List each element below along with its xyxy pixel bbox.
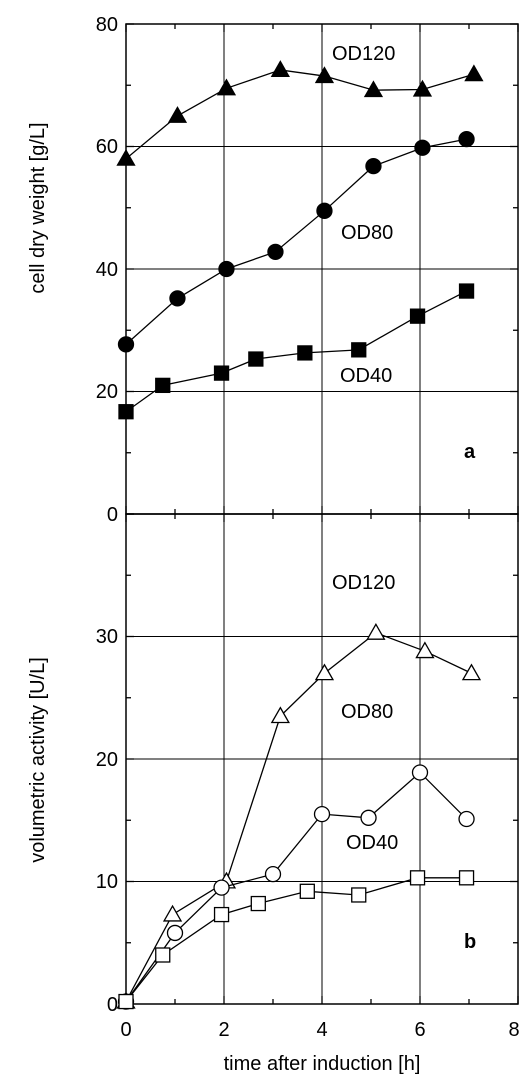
data-point-od80-a [458, 130, 475, 148]
data-point-od40-b [458, 870, 475, 886]
data-point-od80-a [117, 336, 135, 353]
data-point-od120-a [314, 66, 335, 84]
panel-letter-a: a [464, 441, 476, 463]
data-point-od120-b [415, 641, 435, 659]
y-tick-label-b-20: 20 [96, 749, 118, 771]
x-axis-title: time after induction [h] [224, 1053, 421, 1075]
data-point-od80-a [218, 260, 235, 278]
data-point-od80-b [360, 809, 377, 826]
data-point-od80-a [169, 290, 186, 307]
series-line-od40-a [125, 290, 467, 413]
x-tick-label-0: 0 [120, 1019, 131, 1041]
data-point-od120-a [412, 79, 433, 97]
panel-b-ticks [125, 513, 519, 1005]
data-point-od40-a [155, 377, 171, 394]
data-point-od40-b [299, 883, 315, 899]
data-point-od40-b [118, 993, 134, 1010]
data-point-od80-a [414, 139, 431, 156]
data-point-od40-a [118, 404, 134, 420]
data-point-od120-a [270, 60, 290, 77]
y-tick-label-a-60: 60 [96, 136, 118, 158]
panel-b-chart: 0 10 20 30 volumetric activity [U/L] OD1… [27, 513, 519, 1016]
x-tick-label-8: 8 [508, 1019, 519, 1041]
x-tick-label-6: 6 [414, 1019, 425, 1041]
y-tick-label-a-80: 80 [96, 14, 118, 36]
data-point-od40-a [213, 365, 230, 381]
data-point-od120-b [314, 663, 335, 681]
series-line-od120-a [125, 69, 475, 160]
x-tick-label-4: 4 [316, 1019, 327, 1041]
y-tick-label-b-30: 30 [96, 626, 118, 648]
label-od80-b: OD80 [341, 701, 393, 723]
panel-a-chart: 0 20 40 60 80 cell dry weight [g/L] OD12… [27, 14, 519, 526]
y-tick-label-a-0: 0 [107, 504, 118, 526]
data-point-od80-a [365, 157, 382, 175]
data-point-od40-a [248, 351, 264, 367]
data-point-od40-a [297, 345, 313, 361]
data-point-od40-a [458, 283, 475, 299]
panel-a-grid [126, 24, 518, 514]
data-point-od80-b [458, 810, 475, 828]
label-od80-a: OD80 [341, 222, 393, 244]
y-tick-label-a-40: 40 [96, 259, 118, 281]
data-point-od80-b [313, 805, 331, 823]
y-axis-title-b: volumetric activity [U/L] [27, 657, 49, 863]
panel-letter-b: b [464, 931, 476, 953]
panel-b-grid [126, 514, 518, 1004]
data-point-od120-a [216, 78, 237, 96]
data-point-od120-a [363, 80, 384, 98]
data-point-od80-b [264, 866, 282, 883]
data-point-od40-b [409, 870, 426, 886]
data-point-od80-b [166, 924, 184, 942]
y-axis-title-a: cell dry weight [g/L] [27, 122, 49, 293]
data-point-od40-b [155, 947, 171, 963]
y-tick-label-b-0: 0 [107, 994, 118, 1016]
data-point-od80-a [316, 202, 333, 219]
data-point-od40-b [250, 895, 266, 912]
x-tick-label-2: 2 [218, 1019, 229, 1041]
series-line-od40-b [125, 877, 467, 1002]
data-point-od120-a [464, 64, 484, 82]
label-od40-a: OD40 [340, 365, 392, 387]
data-point-od120-b [366, 623, 386, 640]
data-point-od80-a [267, 243, 284, 261]
y-tick-label-b-10: 10 [96, 871, 118, 893]
data-point-od40-a [351, 342, 367, 358]
data-point-od80-b [213, 879, 230, 896]
y-tick-label-a-20: 20 [96, 381, 118, 403]
panel-b-series [116, 623, 482, 1010]
data-point-od120-b [270, 706, 290, 724]
data-point-od80-b [411, 764, 429, 781]
label-od120-a: OD120 [332, 43, 395, 65]
label-od120-b: OD120 [332, 572, 395, 594]
label-od40-b: OD40 [346, 832, 398, 854]
series-line-od120-b [125, 632, 472, 1002]
data-point-od40-b [351, 887, 367, 903]
data-point-od120-b [461, 663, 482, 681]
panel-a-ticks [125, 23, 519, 515]
series-line-od80-a [125, 138, 467, 345]
data-point-od40-b [213, 906, 230, 923]
data-point-od120-a [116, 148, 136, 166]
panel-a-series [116, 60, 484, 420]
data-point-od120-b [162, 904, 183, 922]
series-line-od80-b [125, 771, 468, 1002]
data-point-od120-a [167, 106, 188, 123]
data-point-od40-a [409, 308, 426, 324]
